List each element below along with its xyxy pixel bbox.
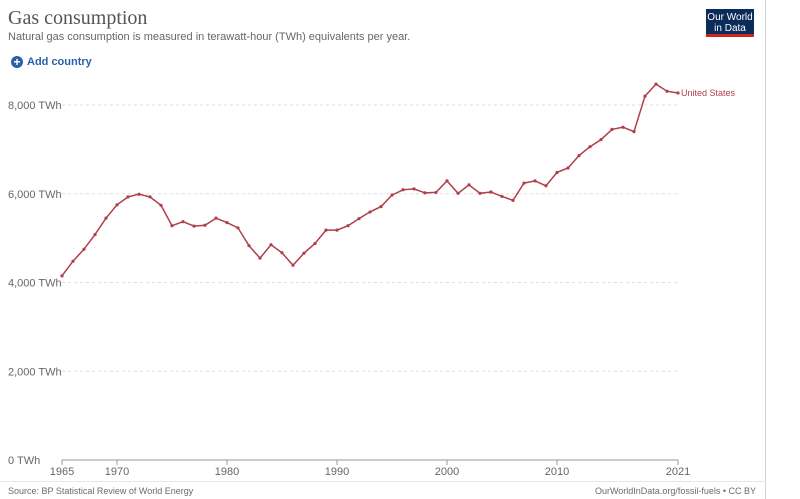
data-point: [93, 232, 97, 237]
data-point: [302, 251, 306, 255]
x-tick-label: 1980: [215, 466, 239, 478]
data-point: [225, 220, 229, 225]
data-point: [555, 170, 559, 175]
chart-grid: [62, 104, 678, 461]
data-point: [654, 82, 658, 86]
logo-line-1: Our World: [707, 12, 753, 23]
x-tick-label: 2000: [435, 466, 459, 478]
chart-title: Gas consumption: [8, 7, 148, 29]
data-point: [379, 205, 383, 209]
data-point: [390, 193, 394, 197]
data-point: [566, 166, 570, 170]
data-point: [170, 224, 174, 228]
data-point: [115, 203, 119, 207]
data-point: [324, 228, 328, 232]
data-point: [423, 191, 427, 195]
data-point: [269, 243, 273, 247]
data-point: [445, 179, 449, 183]
data-point: [500, 194, 504, 199]
chart-series: United States: [60, 82, 736, 278]
y-tick-label: 4,000 TWh: [8, 278, 62, 290]
data-point: [203, 223, 207, 227]
source-url-link[interactable]: OurWorldInData.org/fossil-fuels • CC BY: [594, 486, 756, 496]
data-point: [368, 210, 372, 214]
data-point: [544, 184, 548, 188]
add-country-label: Add country: [27, 56, 92, 68]
data-point: [357, 217, 361, 221]
data-point: [291, 263, 295, 267]
x-tick-label: 1970: [105, 466, 129, 478]
y-tick-label: 6,000 TWh: [8, 189, 62, 201]
data-point: [181, 220, 185, 224]
data-point: [148, 195, 152, 199]
data-point: [676, 91, 680, 95]
data-point: [71, 259, 75, 263]
data-point: [137, 192, 141, 196]
data-point: [610, 127, 614, 132]
add-country-button[interactable]: + Add country: [11, 56, 92, 68]
data-point: [632, 130, 636, 134]
data-point: [82, 247, 86, 251]
data-point: [621, 125, 625, 129]
source-note: Source: BP Statistical Review of World E…: [8, 486, 194, 496]
x-tick-label: 1990: [325, 466, 349, 478]
data-point: [643, 94, 647, 98]
data-point: [456, 191, 460, 195]
data-point: [665, 89, 669, 93]
data-point: [489, 190, 493, 194]
plus-circle-icon: +: [11, 56, 23, 68]
footer-divider: [0, 481, 766, 482]
data-point: [577, 153, 581, 158]
data-point: [104, 216, 108, 220]
data-point: [335, 228, 339, 232]
data-point: [412, 187, 416, 191]
series-label: United States: [681, 88, 736, 98]
data-point: [478, 191, 482, 195]
data-point: [247, 244, 251, 248]
data-point: [214, 216, 218, 220]
y-tick-label: 0 TWh: [8, 455, 40, 467]
data-point: [434, 190, 438, 195]
x-tick-label: 2021: [666, 466, 690, 478]
data-point: [313, 241, 317, 246]
data-point: [159, 203, 163, 207]
x-tick-label: 2010: [545, 466, 569, 478]
data-point: [60, 274, 64, 278]
data-point: [280, 251, 284, 255]
data-point: [599, 138, 603, 142]
data-point: [258, 256, 262, 260]
owid-logo[interactable]: Our World in Data: [706, 9, 754, 37]
series-line: [61, 83, 679, 277]
y-tick-label: 8,000 TWh: [8, 100, 62, 112]
chart-subtitle: Natural gas consumption is measured in t…: [8, 31, 411, 43]
y-axis-ticks: 0 TWh 2,000 TWh 4,000 TWh 6,000 TWh 8,000 TW…: [8, 100, 62, 467]
data-point: [522, 181, 526, 185]
data-point: [467, 183, 471, 187]
line-chart: 0 TWh 2,000 TWh 4,000 TWh 6,000 TWh 8,000 TW…: [8, 82, 736, 478]
x-tick-label: 1965: [50, 466, 74, 478]
data-point: [126, 195, 130, 199]
data-point: [346, 224, 350, 228]
data-point: [236, 226, 240, 230]
logo-line-2: in Data: [714, 23, 746, 34]
data-point: [192, 224, 196, 228]
x-axis: 1965 1970 1980 1990 2000 2010 2021: [50, 460, 690, 478]
data-point: [533, 179, 537, 183]
chart-frame-border: [765, 0, 766, 499]
data-point: [401, 188, 405, 192]
data-point: [511, 198, 515, 203]
data-point: [588, 145, 592, 149]
y-tick-label: 2,000 TWh: [8, 366, 62, 378]
